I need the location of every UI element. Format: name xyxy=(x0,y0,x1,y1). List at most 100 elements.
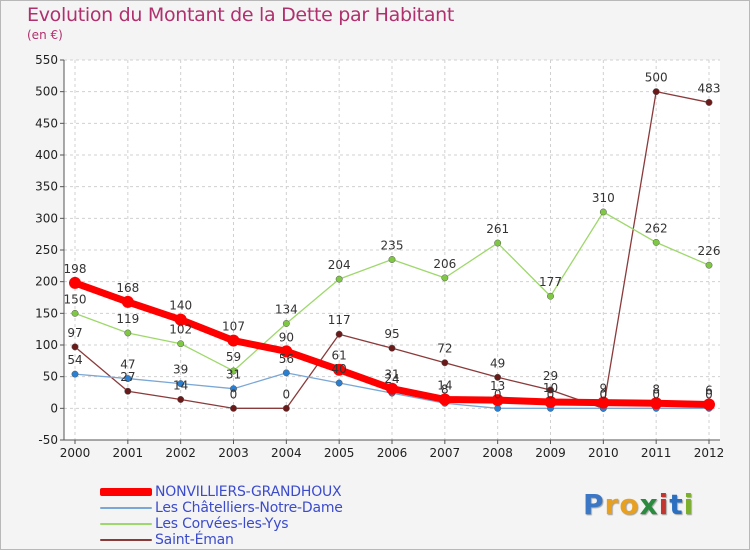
data-label: 140 xyxy=(169,299,192,313)
data-label: 0 xyxy=(547,387,555,401)
data-point xyxy=(547,292,554,300)
data-label: 261 xyxy=(486,222,509,236)
data-point xyxy=(652,238,660,246)
proxiti-logo: Proxiti xyxy=(583,488,694,521)
chart-unit: (en €) xyxy=(27,28,63,42)
data-point xyxy=(230,367,237,375)
x-tick-label: 2005 xyxy=(324,446,355,460)
legend-label: Les Châtelliers-Notre-Dame xyxy=(155,500,343,516)
data-point xyxy=(71,309,79,317)
legend-swatch xyxy=(100,523,152,525)
data-label: 24 xyxy=(384,372,399,386)
data-point xyxy=(230,385,237,393)
data-label: 13 xyxy=(490,379,505,393)
x-tick-label: 2007 xyxy=(430,446,461,460)
data-label: 168 xyxy=(116,281,139,295)
data-label: 29 xyxy=(543,369,558,383)
data-point xyxy=(282,404,290,412)
y-tick-label: 250 xyxy=(35,243,58,257)
data-point xyxy=(230,404,237,412)
data-point xyxy=(386,382,398,395)
data-label: 39 xyxy=(173,363,188,377)
data-label: 206 xyxy=(433,257,456,271)
y-tick-label: 550 xyxy=(35,53,58,67)
data-point xyxy=(438,393,451,406)
logo-letter: r xyxy=(604,488,620,521)
legend-item: NONVILLIERS-GRANDHOUX xyxy=(100,484,343,500)
data-point xyxy=(71,370,79,378)
data-label: 8 xyxy=(441,382,449,396)
data-label: 90 xyxy=(279,330,294,344)
data-label: 119 xyxy=(116,312,139,326)
data-label: 61 xyxy=(332,349,347,363)
data-point xyxy=(705,98,713,106)
data-point xyxy=(333,363,346,376)
data-label: 235 xyxy=(381,239,404,253)
data-point xyxy=(547,386,554,394)
data-label: 204 xyxy=(328,258,351,272)
logo-letter: P xyxy=(583,488,605,521)
data-label: 107 xyxy=(222,320,245,334)
x-tick-label: 2004 xyxy=(271,446,302,460)
y-tick-label: 100 xyxy=(35,338,58,352)
data-point xyxy=(599,208,607,216)
data-label: 102 xyxy=(169,323,192,337)
data-label: 72 xyxy=(437,342,452,356)
data-label: 31 xyxy=(226,368,241,382)
data-label: 117 xyxy=(328,313,351,327)
data-point xyxy=(650,397,663,410)
legend-item: Les Châtelliers-Notre-Dame xyxy=(100,500,343,516)
logo-letter: i xyxy=(683,488,695,521)
data-label: 47 xyxy=(120,358,135,372)
legend-label: Les Corvées-les-Yys xyxy=(155,516,289,532)
legend-item: Saint-Éman xyxy=(100,532,343,548)
data-label: 198 xyxy=(64,262,87,276)
data-label: 59 xyxy=(226,350,241,364)
data-label: 0 xyxy=(652,387,660,401)
data-label: 10 xyxy=(543,381,558,395)
legend-swatch xyxy=(100,488,152,496)
data-label: 0 xyxy=(494,387,502,401)
y-tick-label: 400 xyxy=(35,148,58,162)
data-label: 483 xyxy=(698,81,721,95)
data-point xyxy=(282,369,290,377)
data-label: 40 xyxy=(332,362,347,376)
logo-letter: i xyxy=(658,488,670,521)
data-point xyxy=(177,380,185,388)
data-point xyxy=(652,88,660,96)
data-point xyxy=(335,275,343,283)
data-label: 9 xyxy=(600,382,608,396)
data-label: 500 xyxy=(645,71,668,85)
data-point xyxy=(124,387,132,395)
data-label: 0 xyxy=(600,387,608,401)
data-point xyxy=(174,313,187,326)
data-point xyxy=(177,396,185,403)
y-tick-label: 200 xyxy=(35,275,58,289)
y-tick-label: 150 xyxy=(35,306,58,320)
data-point xyxy=(280,345,293,358)
data-label: 54 xyxy=(67,353,82,367)
y-tick-label: 350 xyxy=(35,180,58,194)
data-point xyxy=(494,373,502,381)
chart-title: Evolution du Montant de la Dette par Hab… xyxy=(27,4,455,26)
y-tick-label: 50 xyxy=(43,370,58,384)
x-tick-label: 2003 xyxy=(218,446,249,460)
data-label: 0 xyxy=(705,387,713,401)
legend-swatch xyxy=(100,507,152,509)
data-label: 0 xyxy=(230,387,238,401)
data-label: 49 xyxy=(490,356,505,370)
data-point xyxy=(121,295,134,308)
data-label: 6 xyxy=(705,384,713,398)
x-tick-label: 2011 xyxy=(641,446,672,460)
x-tick-label: 2006 xyxy=(377,446,408,460)
legend-swatch xyxy=(100,539,152,541)
data-point xyxy=(69,276,81,289)
chart-legend: NONVILLIERS-GRANDHOUX Les Châtelliers-Not… xyxy=(100,484,343,548)
data-label: 8 xyxy=(652,382,660,396)
legend-label: NONVILLIERS-GRANDHOUX xyxy=(155,484,342,500)
y-tick-label: -50 xyxy=(38,433,58,447)
data-point xyxy=(177,340,185,348)
data-label: 95 xyxy=(384,327,399,341)
legend-item: Les Corvées-les-Yys xyxy=(100,516,343,532)
